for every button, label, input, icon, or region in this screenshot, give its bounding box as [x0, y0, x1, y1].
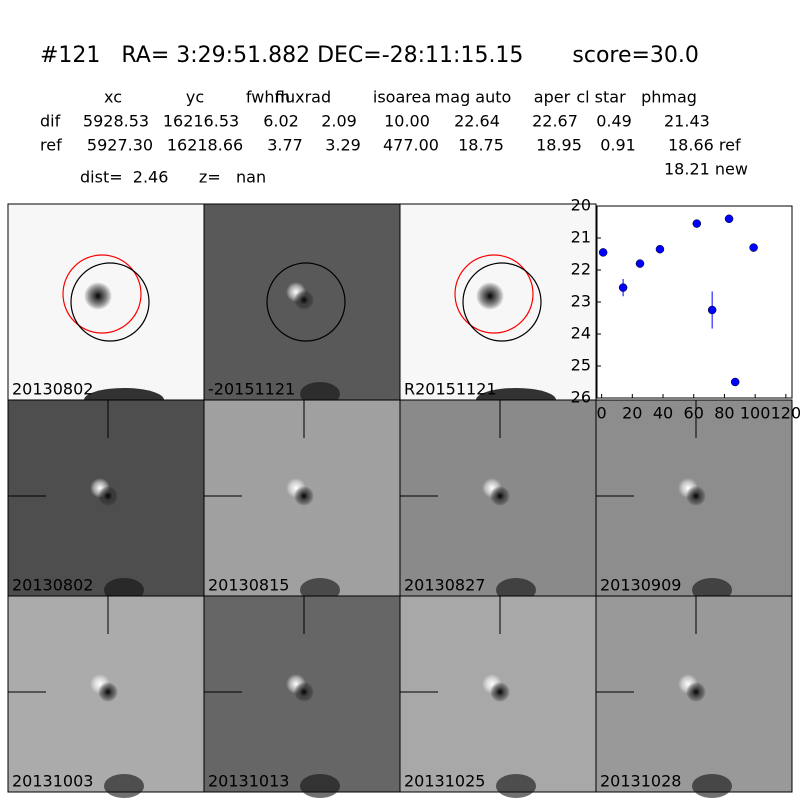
cell: 2.09: [321, 112, 357, 131]
cell: 21.43: [664, 112, 710, 131]
data-point: [730, 377, 740, 387]
cell: 477.00: [383, 136, 439, 155]
stamp-label: 20130802: [12, 576, 93, 595]
data-point: [692, 219, 702, 228]
cell: 18.75: [458, 136, 504, 155]
dif-aperture: [70, 262, 150, 342]
residual-dark: [294, 486, 314, 506]
cell: 0.49: [596, 112, 632, 131]
residual-dark: [686, 486, 706, 506]
stamp-label: -20151121: [208, 380, 295, 399]
distance-line: dist= 2.46 z= nan: [80, 168, 266, 187]
stamp-label: 20130815: [208, 576, 289, 595]
cell: 18.95: [536, 136, 582, 155]
cell: 0.91: [600, 136, 636, 155]
residual-dark: [98, 682, 118, 702]
x-tick-label: 60: [684, 404, 704, 423]
y-tick-label: 24: [571, 324, 591, 343]
column-header: mag auto: [435, 88, 512, 107]
cell: 22.64: [454, 112, 500, 131]
residual-dark: [98, 486, 118, 506]
stamp-label: 20131013: [208, 772, 289, 791]
x-tick-label: 120: [771, 404, 800, 423]
y-tick-label: 20: [571, 196, 591, 215]
image-stamp: [399, 399, 597, 597]
cell: 6.02: [263, 112, 299, 131]
y-tick-label: 22: [571, 260, 591, 279]
y-tick-label: 25: [571, 356, 591, 375]
data-point: [724, 214, 734, 224]
y-tick-label: 26: [571, 388, 591, 407]
cell: 3.77: [267, 136, 303, 155]
residual-dark: [294, 290, 314, 310]
x-tick-label: 40: [653, 404, 673, 423]
column-header: yc: [186, 88, 204, 107]
bright-neighbor: [692, 774, 732, 798]
cell: 5928.53: [83, 112, 149, 131]
stamp-label: 20130827: [404, 576, 485, 595]
data-point: [707, 305, 717, 315]
bright-neighbor: [104, 774, 144, 798]
data-point: [655, 244, 665, 254]
cell: 5927.30: [87, 136, 153, 155]
y-tick-label: 21: [571, 228, 591, 247]
stamp-label: 20131025: [404, 772, 485, 791]
cell: 16216.53: [163, 112, 239, 131]
stamp-label: R20151121: [404, 380, 497, 399]
column-header: aper: [534, 88, 571, 107]
dif-aperture: [462, 262, 542, 342]
plot-area: [596, 205, 793, 399]
data-point: [749, 243, 758, 252]
x-tick-label: 0: [597, 404, 607, 423]
cell: 3.29: [325, 136, 361, 155]
y-tick-label: 23: [571, 292, 591, 311]
column-header: fwhm: [246, 88, 290, 107]
residual-dark: [686, 682, 706, 702]
cell: 10.00: [384, 112, 430, 131]
source-blob: [476, 282, 504, 310]
row-label: ref: [40, 136, 62, 155]
column-header: cl star: [576, 88, 626, 107]
stamp-label: 20130802: [12, 380, 93, 399]
cell: 22.67: [532, 112, 578, 131]
column-header: xc: [104, 88, 122, 107]
residual-dark: [490, 486, 510, 506]
x-tick-label: 80: [714, 404, 734, 423]
column-header: isoarea: [373, 88, 431, 107]
stamp-label: 20131003: [12, 772, 93, 791]
cell: 16218.66: [167, 136, 243, 155]
bright-neighbor: [496, 774, 536, 798]
aperture: [266, 262, 346, 342]
data-point: [635, 259, 645, 268]
residual-dark: [490, 682, 510, 702]
x-tick-label: 100: [740, 404, 771, 423]
residual-dark: [294, 682, 314, 702]
ref-aperture: [454, 254, 534, 334]
stamp-label: 20130909: [600, 576, 681, 595]
phmag-new: 18.21 new: [664, 160, 748, 179]
title: #121 RA= 3:29:51.882 DEC=-28:11:15.15 sc…: [40, 43, 699, 68]
column-header: phmag: [641, 88, 697, 107]
data-point: [618, 283, 628, 292]
cell: 18.66 ref: [668, 136, 741, 155]
source-blob: [84, 282, 112, 310]
ref-aperture: [62, 254, 142, 334]
stamp-label: 20131028: [600, 772, 681, 791]
row-label: dif: [40, 112, 61, 131]
data-point: [598, 248, 608, 257]
bright-neighbor: [300, 774, 340, 798]
x-tick-label: 20: [622, 404, 642, 423]
column-header: fluxrad: [275, 88, 331, 107]
